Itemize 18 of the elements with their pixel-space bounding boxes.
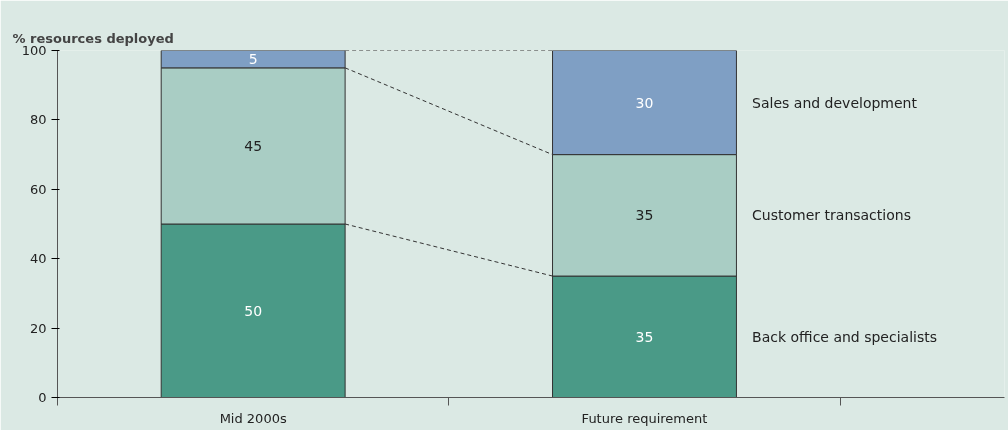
- series-label: Sales and development: [752, 94, 918, 111]
- y-axis-title: % resources deployed: [12, 30, 174, 46]
- series-label: Customer transactions: [752, 207, 911, 224]
- x-tick-label: Mid 2000s: [219, 410, 287, 426]
- x-tick-label: Future requirement: [581, 410, 708, 426]
- series-label: Back office and specialists: [752, 328, 937, 345]
- y-tick-label: 40: [29, 251, 47, 267]
- data-label: 35: [635, 207, 654, 224]
- y-tick-label: 100: [21, 43, 47, 58]
- y-tick-label: 60: [29, 181, 47, 197]
- data-label: 45: [244, 137, 263, 154]
- y-tick-label: 0: [38, 390, 47, 405]
- data-label: 50: [244, 302, 263, 319]
- data-label: 35: [635, 328, 654, 345]
- y-tick-label: 20: [29, 320, 47, 336]
- data-label: 5: [248, 51, 258, 68]
- data-label: 30: [635, 94, 654, 111]
- y-tick-label: 80: [29, 112, 47, 128]
